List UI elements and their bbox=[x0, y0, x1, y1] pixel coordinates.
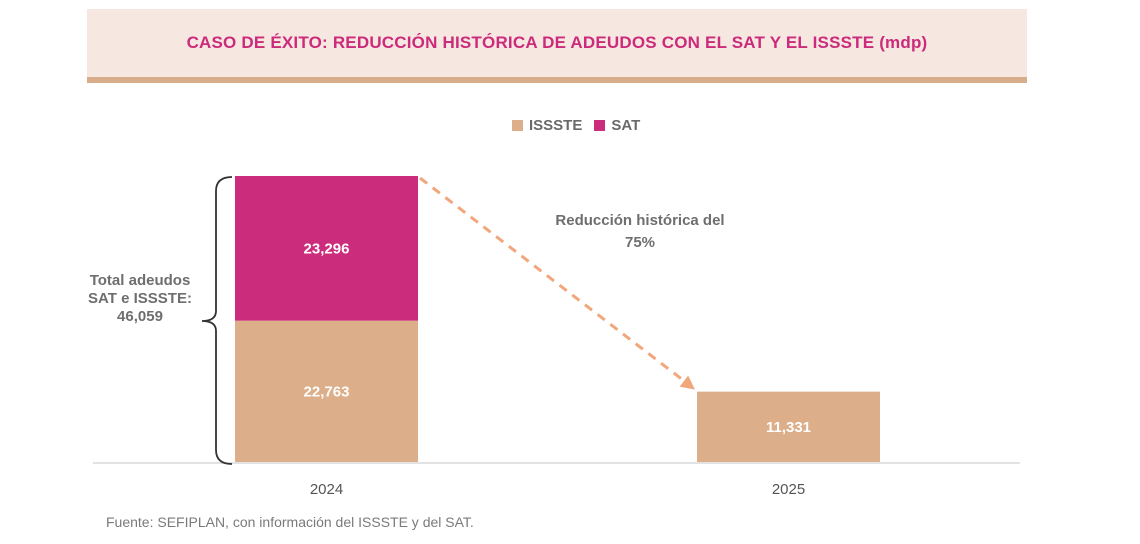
reduction-arrow-line bbox=[419, 176, 686, 383]
bar-sat-2024 bbox=[235, 176, 418, 321]
reduction-annotation: Reducción histórica del 75% bbox=[530, 210, 750, 254]
x-tick-label-2025: 2025 bbox=[772, 481, 805, 498]
legend: ISSSTE SAT bbox=[512, 117, 640, 134]
x-tick-label-2024: 2024 bbox=[310, 481, 343, 498]
bar-label-sat-2024: 23,296 bbox=[304, 240, 350, 257]
legend-item-sat: SAT bbox=[594, 117, 640, 134]
legend-label-issste: ISSSTE bbox=[529, 117, 583, 134]
total-debts-value: 46,059 bbox=[117, 308, 163, 325]
total-debts-line2: SAT e ISSSTE: bbox=[88, 290, 192, 307]
bar-issste-2024 bbox=[235, 320, 418, 462]
curly-brace-icon bbox=[201, 176, 233, 465]
legend-swatch-sat bbox=[594, 120, 606, 131]
total-debts-label: Total adeudos SAT e ISSSTE: 46,059 bbox=[60, 272, 220, 326]
reduction-arrowhead-icon bbox=[679, 375, 695, 390]
bar-label-issste-2025: 11,331 bbox=[766, 419, 811, 436]
total-debts-line1: Total adeudos bbox=[89, 272, 191, 289]
source-note: Fuente: SEFIPLAN, con información del IS… bbox=[106, 514, 474, 530]
reduction-annotation-line2: 75% bbox=[624, 234, 656, 251]
legend-swatch-issste bbox=[512, 120, 523, 131]
bar-issste-2025 bbox=[697, 391, 880, 462]
bar-label-issste-2024: 22,763 bbox=[304, 383, 350, 400]
chart-title: CASO DE ÉXITO: REDUCCIÓN HISTÓRICA DE AD… bbox=[186, 33, 928, 52]
legend-item-issste: ISSSTE bbox=[512, 117, 582, 134]
legend-label-sat: SAT bbox=[611, 117, 641, 134]
title-underline bbox=[87, 77, 1027, 83]
title-band: CASO DE ÉXITO: REDUCCIÓN HISTÓRICA DE AD… bbox=[87, 9, 1027, 77]
reduction-annotation-line1: Reducción histórica del bbox=[555, 212, 725, 229]
